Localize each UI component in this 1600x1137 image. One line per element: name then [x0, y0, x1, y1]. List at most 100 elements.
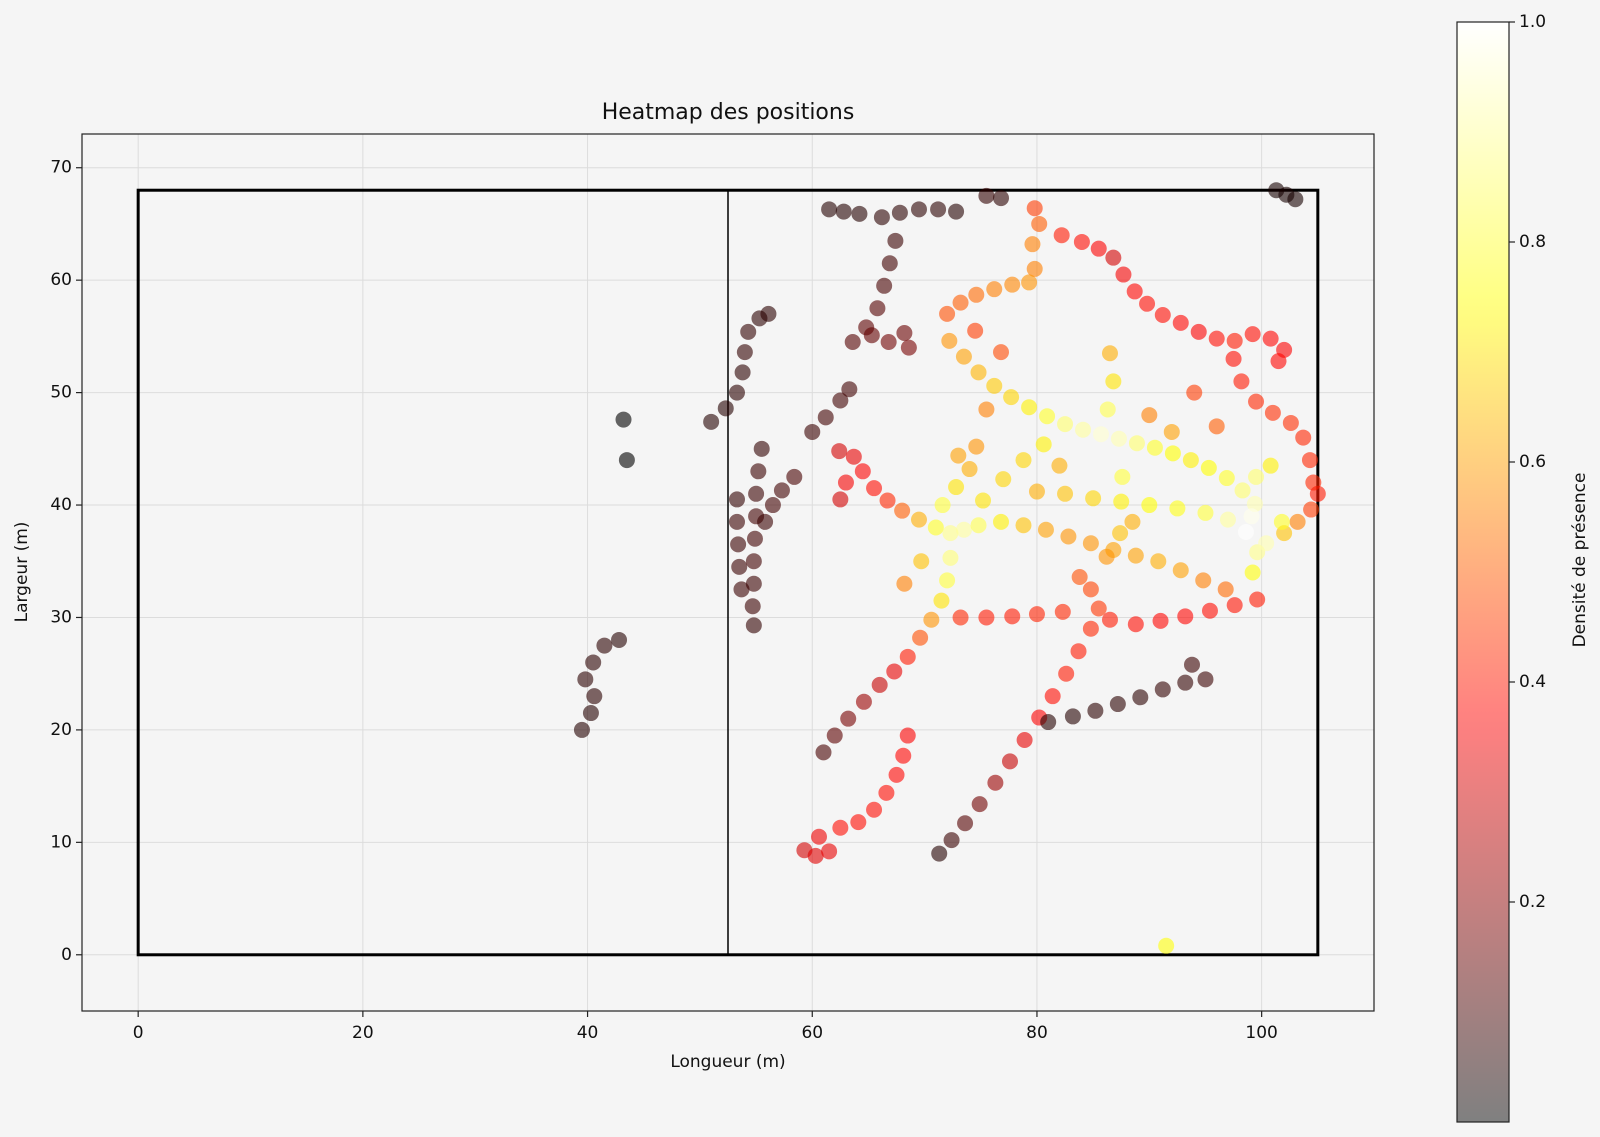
- point: [1172, 562, 1189, 579]
- point: [618, 452, 635, 469]
- point: [1028, 606, 1045, 623]
- point: [832, 392, 849, 409]
- point: [586, 688, 603, 705]
- point: [1015, 452, 1032, 469]
- point: [923, 611, 940, 628]
- point: [1015, 517, 1032, 534]
- point: [703, 413, 720, 430]
- point: [1249, 591, 1266, 608]
- point: [804, 423, 821, 440]
- point: [1101, 611, 1118, 628]
- point: [1226, 332, 1243, 349]
- y-tick-label: 40: [50, 495, 72, 515]
- point: [1246, 495, 1263, 512]
- point: [1037, 521, 1054, 538]
- point: [582, 705, 599, 722]
- point: [1004, 608, 1021, 625]
- point: [1154, 307, 1171, 324]
- point: [845, 448, 862, 465]
- point: [887, 232, 904, 249]
- point: [745, 553, 762, 570]
- y-axis-label: Largeur (m): [12, 522, 32, 623]
- point: [1044, 688, 1061, 705]
- colorbar-tick-label: 0.6: [1519, 452, 1546, 472]
- point: [1141, 497, 1158, 514]
- point: [1099, 401, 1116, 418]
- point: [1182, 452, 1199, 469]
- point: [930, 201, 947, 218]
- point: [1169, 500, 1186, 517]
- point: [968, 438, 985, 455]
- point: [1114, 468, 1131, 485]
- point: [1150, 553, 1167, 570]
- y-tick-label: 60: [50, 270, 72, 290]
- point: [927, 519, 944, 536]
- point: [1262, 457, 1279, 474]
- point: [1225, 350, 1242, 367]
- point: [728, 513, 745, 530]
- point: [837, 474, 854, 491]
- point: [957, 815, 974, 832]
- point: [1244, 326, 1261, 343]
- point: [1234, 482, 1251, 499]
- point: [939, 572, 956, 589]
- point: [734, 364, 751, 381]
- point: [1208, 418, 1225, 435]
- point: [851, 205, 868, 222]
- x-axis-label: Longueur (m): [670, 1052, 785, 1072]
- y-tick-label: 10: [50, 832, 72, 852]
- point: [786, 468, 803, 485]
- point: [1090, 240, 1107, 257]
- point: [1082, 620, 1099, 637]
- point: [1026, 260, 1043, 277]
- point: [952, 609, 969, 626]
- point: [1248, 468, 1265, 485]
- point: [873, 209, 890, 226]
- point: [888, 766, 905, 783]
- point: [986, 281, 1003, 298]
- point: [943, 832, 960, 849]
- point: [821, 201, 838, 218]
- point: [948, 479, 965, 496]
- point: [748, 485, 765, 502]
- point: [1172, 314, 1189, 331]
- point: [1237, 524, 1254, 541]
- point: [1057, 485, 1074, 502]
- point: [1054, 603, 1071, 620]
- x-tick-label: 20: [352, 1023, 374, 1043]
- point: [1124, 513, 1141, 530]
- y-tick-label: 20: [50, 720, 72, 740]
- point: [1226, 597, 1243, 614]
- point: [948, 203, 965, 220]
- point: [1128, 435, 1145, 452]
- point: [955, 521, 972, 538]
- point: [942, 525, 959, 542]
- point: [1282, 414, 1299, 431]
- point: [955, 348, 972, 365]
- point: [760, 305, 777, 322]
- point: [995, 471, 1012, 488]
- point: [1262, 330, 1279, 347]
- point: [1248, 393, 1265, 410]
- point: [826, 727, 843, 744]
- point: [1092, 426, 1109, 443]
- point: [1060, 528, 1077, 545]
- point: [745, 575, 762, 592]
- point: [811, 828, 828, 845]
- point: [753, 440, 770, 457]
- plot-frame: [81, 133, 1375, 1012]
- point: [863, 327, 880, 344]
- point: [1264, 404, 1281, 421]
- point: [730, 536, 747, 553]
- point: [866, 480, 883, 497]
- point: [961, 461, 978, 478]
- point: [1158, 937, 1175, 954]
- point: [832, 819, 849, 836]
- x-tick-label: 80: [1026, 1023, 1048, 1043]
- point: [1087, 702, 1104, 719]
- point: [1309, 485, 1326, 502]
- point: [1098, 548, 1115, 565]
- point: [1139, 295, 1156, 312]
- point: [773, 482, 790, 499]
